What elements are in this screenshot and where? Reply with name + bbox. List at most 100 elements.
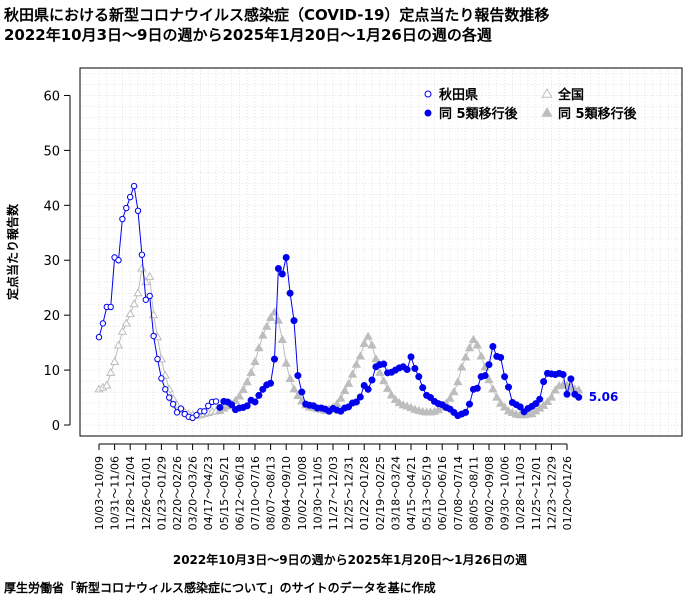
national-post-point <box>379 376 389 385</box>
x-tick-label: 04/17～04/23 <box>202 456 215 530</box>
national-post-point <box>468 334 479 343</box>
national-post-point <box>457 362 467 371</box>
national-post-point <box>359 338 369 347</box>
national-point <box>117 326 128 335</box>
national-post-point <box>343 378 354 387</box>
national-post-point <box>460 352 471 361</box>
y-tick-label: 60 <box>43 89 60 104</box>
national-post-point <box>230 395 241 404</box>
x-tick-label: 10/03～10/09 <box>93 456 106 530</box>
national-post-point <box>242 377 252 386</box>
legend-marker-circle <box>424 90 432 98</box>
chart-title: 秋田県における新型コロナウイルス感染症（COVID-19）定点当たり報告数推移 <box>4 6 550 24</box>
akita-post-point <box>489 342 497 350</box>
akita-post-point <box>481 372 489 380</box>
national-post-point <box>499 402 510 411</box>
x-axis-label: 2022年10月3日～9日の週から2025年1月20日～1月26日の週 <box>172 553 528 567</box>
akita-point <box>205 402 212 409</box>
akita-post-point <box>559 370 567 378</box>
national-post-point <box>254 343 264 352</box>
national-post-point <box>472 340 482 349</box>
legend-label: 全国 <box>557 87 584 103</box>
x-tick-label: 11/25～12/01 <box>530 456 543 530</box>
national-point <box>129 299 139 308</box>
akita-point <box>150 332 157 340</box>
akita-point <box>169 400 177 408</box>
national-post-point <box>488 384 498 393</box>
akita-post-point <box>563 390 571 398</box>
akita-point <box>99 320 107 327</box>
y-tick-label: 40 <box>43 199 60 214</box>
x-tick-label: 09/02～09/08 <box>483 456 496 530</box>
national-point <box>106 367 116 376</box>
akita-post-point <box>286 289 294 297</box>
national-post-point <box>281 358 291 367</box>
akita-post-point <box>228 401 236 409</box>
national-post-point <box>382 383 393 392</box>
national-post-point <box>238 384 248 393</box>
national-point <box>133 288 143 297</box>
akita-post-point <box>575 393 583 401</box>
akita-point <box>138 251 146 258</box>
akita-post-point <box>485 361 493 369</box>
national-post-point <box>386 390 397 399</box>
national-point <box>145 271 155 280</box>
national-post-point <box>546 392 557 401</box>
national-post-point <box>476 351 486 360</box>
akita-post-point <box>567 375 575 383</box>
national-post-point <box>234 391 245 400</box>
x-tick-label: 02/20～02/26 <box>171 456 184 530</box>
akita-point <box>119 215 126 223</box>
akita-post-point <box>290 317 298 325</box>
akita-post-point <box>419 384 427 392</box>
akita-point <box>142 296 150 303</box>
x-tick-label: 08/05～08/11 <box>467 456 480 530</box>
national-post-point <box>390 394 401 403</box>
national-post-point <box>351 359 362 368</box>
national-post-point <box>464 343 475 352</box>
national-post-point <box>246 367 256 376</box>
akita-post-point <box>532 400 540 408</box>
x-tick-label: 10/30～11/05 <box>311 456 324 530</box>
legend-label: 同 5類移行後 <box>439 106 519 122</box>
national-post-point <box>496 398 506 407</box>
akita-post-point <box>356 393 364 401</box>
y-axis: 0 10 20 30 40 50 60 <box>43 89 71 434</box>
national-point <box>121 318 131 327</box>
national-post-point <box>285 373 295 382</box>
x-tick-label: 07/10～07/16 <box>249 456 262 530</box>
national-post-point <box>453 377 463 386</box>
legend-label: 秋田県 <box>439 87 478 103</box>
akita-post-point <box>411 364 419 372</box>
akita-post-point <box>473 384 481 392</box>
akita-point <box>127 193 134 201</box>
national-post-point <box>484 374 494 384</box>
x-tick-label: 03/18～03/24 <box>389 456 402 530</box>
national-post-point <box>538 400 549 409</box>
akita-point <box>107 303 114 311</box>
national-post-point <box>445 393 455 402</box>
national-point <box>125 309 135 318</box>
akita-point <box>177 405 185 412</box>
national-point <box>137 263 147 272</box>
x-tick-label: 08/07～08/13 <box>265 456 278 530</box>
akita-point <box>166 394 173 401</box>
national-post-point <box>258 330 268 339</box>
akita-post-point <box>501 373 509 381</box>
y-axis-label: 定点当たり報告数 <box>5 203 20 300</box>
akita-point <box>115 257 122 264</box>
akita-post-point <box>271 355 278 363</box>
national-post-point <box>550 385 560 394</box>
akita-point <box>162 386 169 393</box>
national-post-point <box>293 390 303 400</box>
akita-post-point <box>403 366 411 374</box>
x-tick-label: 12/23～12/29 <box>545 456 558 530</box>
x-tick-label: 11/28～12/04 <box>124 456 137 530</box>
y-tick-label: 50 <box>43 144 60 159</box>
akita-point <box>158 375 165 382</box>
x-tick-label: 12/25～12/31 <box>343 456 356 530</box>
akita-point <box>193 411 200 419</box>
y-tick-label: 20 <box>43 309 60 324</box>
akita-post-point <box>466 400 473 408</box>
